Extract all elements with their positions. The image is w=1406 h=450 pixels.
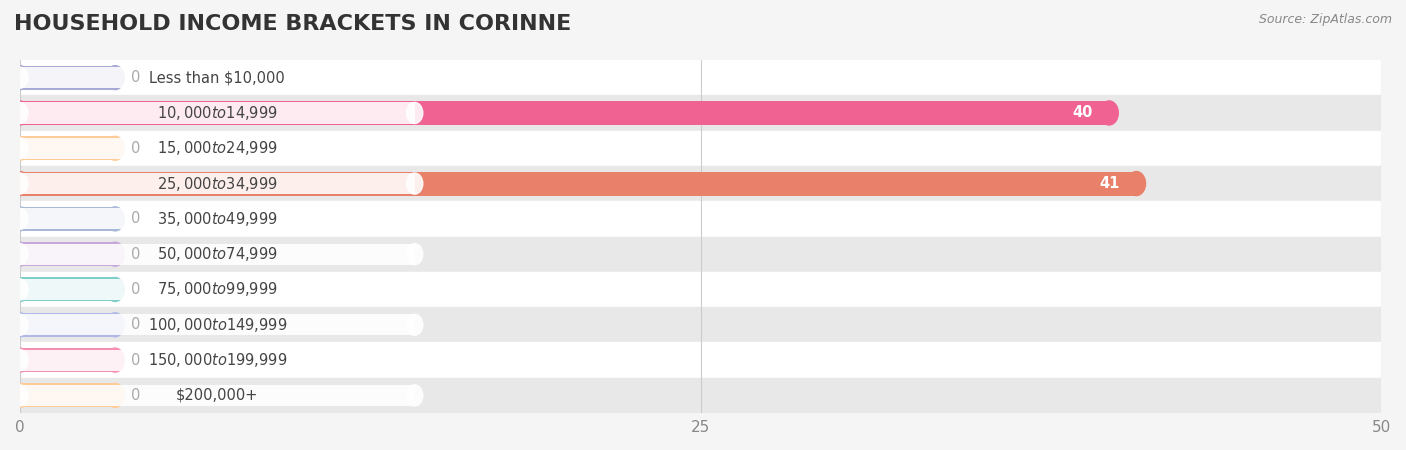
Circle shape [11, 173, 28, 194]
Circle shape [406, 208, 423, 230]
Bar [20, 101, 1109, 125]
Circle shape [406, 67, 423, 88]
Bar [20, 279, 415, 300]
Circle shape [11, 66, 30, 90]
Circle shape [406, 138, 423, 159]
Bar [20, 307, 1381, 342]
Circle shape [11, 348, 30, 372]
Circle shape [11, 101, 30, 125]
Circle shape [11, 207, 30, 231]
Text: HOUSEHOLD INCOME BRACKETS IN CORINNE: HOUSEHOLD INCOME BRACKETS IN CORINNE [14, 14, 571, 33]
Text: $150,000 to $199,999: $150,000 to $199,999 [148, 351, 287, 369]
Text: $15,000 to $24,999: $15,000 to $24,999 [157, 139, 277, 157]
Circle shape [1128, 171, 1146, 196]
Text: $100,000 to $149,999: $100,000 to $149,999 [148, 316, 287, 334]
Circle shape [406, 350, 423, 371]
Bar [20, 60, 1381, 95]
Circle shape [1099, 101, 1118, 125]
Text: $200,000+: $200,000+ [176, 388, 259, 403]
Bar [20, 95, 1381, 130]
Text: Source: ZipAtlas.com: Source: ZipAtlas.com [1258, 14, 1392, 27]
Text: $50,000 to $74,999: $50,000 to $74,999 [157, 245, 277, 263]
Text: 0: 0 [131, 282, 141, 297]
Circle shape [105, 207, 124, 231]
Bar [20, 138, 415, 159]
Bar [20, 383, 115, 407]
Text: 41: 41 [1099, 176, 1121, 191]
Circle shape [11, 67, 28, 88]
Bar [20, 207, 115, 231]
Text: 0: 0 [131, 247, 141, 262]
Bar [20, 208, 415, 230]
Bar [20, 272, 1381, 307]
Text: Less than $10,000: Less than $10,000 [149, 70, 285, 85]
Text: $35,000 to $49,999: $35,000 to $49,999 [157, 210, 277, 228]
Circle shape [105, 313, 124, 337]
Text: $25,000 to $34,999: $25,000 to $34,999 [157, 175, 277, 193]
Circle shape [105, 278, 124, 302]
Text: 0: 0 [131, 70, 141, 85]
Text: 0: 0 [131, 353, 141, 368]
Circle shape [105, 242, 124, 266]
Bar [20, 278, 115, 302]
Circle shape [11, 350, 28, 371]
Bar [20, 313, 115, 337]
Circle shape [11, 136, 30, 160]
Bar [20, 166, 1381, 201]
Text: 0: 0 [131, 141, 141, 156]
Circle shape [11, 103, 28, 123]
Bar [20, 242, 115, 266]
Circle shape [406, 243, 423, 265]
Circle shape [11, 279, 28, 300]
Circle shape [105, 66, 124, 90]
Text: $10,000 to $14,999: $10,000 to $14,999 [157, 104, 277, 122]
Circle shape [11, 313, 30, 337]
Circle shape [406, 279, 423, 300]
Bar [20, 136, 115, 160]
Bar [20, 66, 115, 90]
Bar [20, 243, 415, 265]
Bar [20, 130, 1381, 166]
Text: 40: 40 [1073, 105, 1092, 121]
Circle shape [11, 138, 28, 159]
Circle shape [11, 385, 28, 406]
Bar [20, 348, 115, 372]
Bar [20, 350, 415, 371]
Bar [20, 201, 1381, 237]
Bar [20, 67, 415, 88]
Bar [20, 173, 415, 194]
Circle shape [105, 348, 124, 372]
Circle shape [11, 383, 30, 407]
Circle shape [406, 314, 423, 335]
Circle shape [406, 173, 423, 194]
Text: 0: 0 [131, 317, 141, 332]
Circle shape [11, 208, 28, 230]
Bar [20, 237, 1381, 272]
Bar [20, 314, 415, 335]
Circle shape [406, 103, 423, 123]
Text: $75,000 to $99,999: $75,000 to $99,999 [157, 280, 277, 298]
Bar [20, 103, 415, 123]
Circle shape [11, 314, 28, 335]
Text: 0: 0 [131, 388, 141, 403]
Circle shape [11, 243, 28, 265]
Bar [20, 378, 1381, 413]
Circle shape [105, 136, 124, 160]
Circle shape [406, 385, 423, 406]
Bar [20, 342, 1381, 378]
Bar [20, 385, 415, 406]
Circle shape [11, 171, 30, 196]
Circle shape [11, 242, 30, 266]
Text: 0: 0 [131, 212, 141, 226]
Bar [20, 171, 1136, 196]
Circle shape [105, 383, 124, 407]
Circle shape [11, 278, 30, 302]
